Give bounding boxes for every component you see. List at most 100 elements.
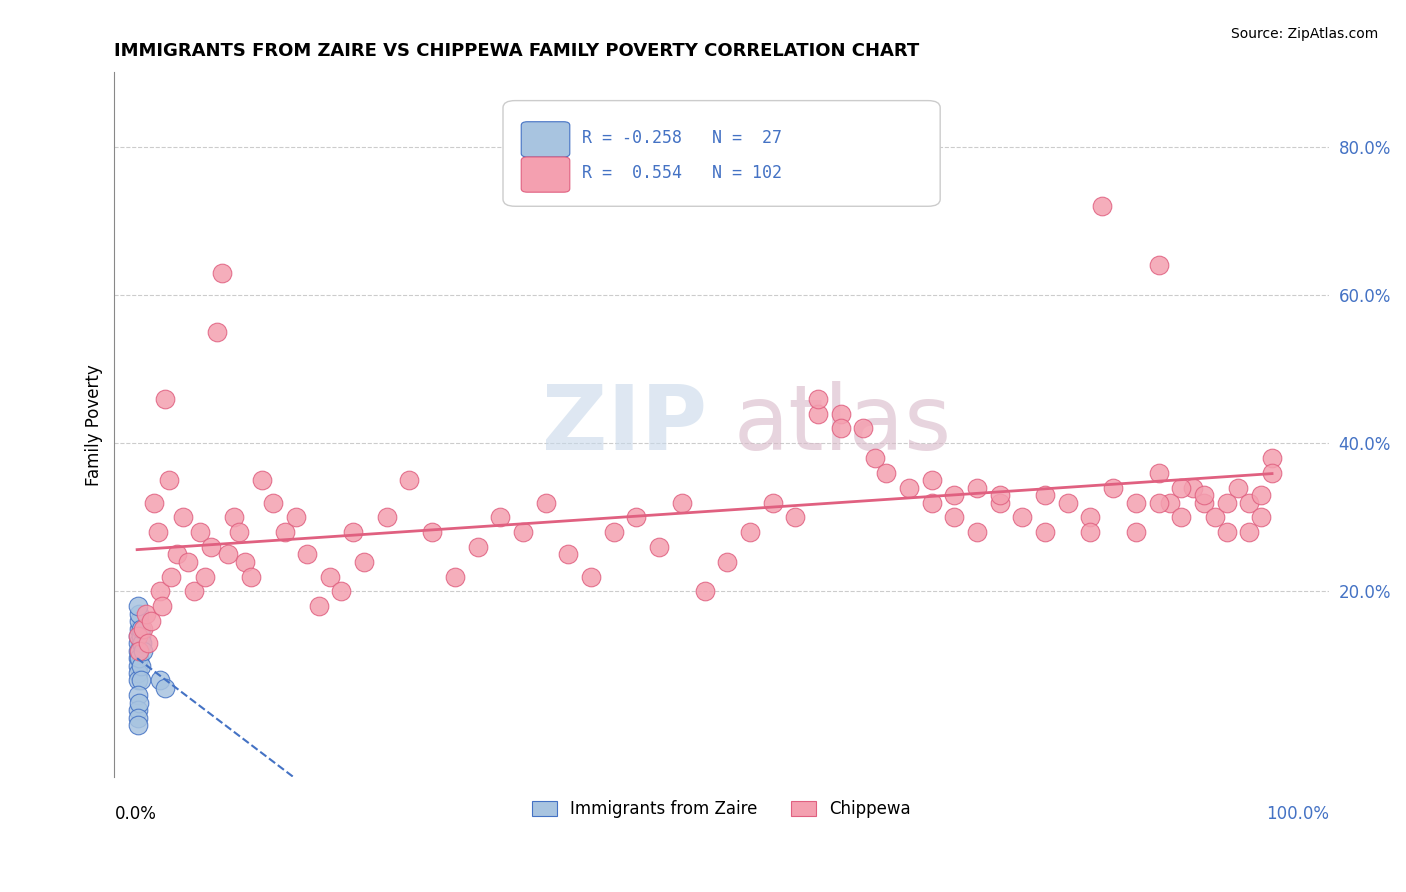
Point — [128, 696, 150, 710]
Point — [1147, 495, 1170, 509]
Point — [160, 569, 183, 583]
Point — [138, 636, 160, 650]
Point — [211, 266, 233, 280]
Point — [1091, 199, 1114, 213]
Point — [1102, 481, 1125, 495]
Point — [149, 673, 172, 688]
Point — [785, 510, 807, 524]
Point — [467, 540, 489, 554]
FancyBboxPatch shape — [503, 101, 941, 206]
Point — [233, 555, 256, 569]
Point — [127, 658, 149, 673]
Point — [988, 488, 1011, 502]
Point — [1192, 488, 1215, 502]
Point — [1181, 481, 1204, 495]
Point — [512, 525, 534, 540]
Point — [1033, 488, 1056, 502]
Point — [1204, 510, 1226, 524]
Point — [966, 525, 988, 540]
Point — [131, 636, 153, 650]
Point — [943, 488, 966, 502]
Point — [1239, 495, 1261, 509]
Point — [1261, 450, 1284, 465]
Point — [128, 644, 150, 658]
Point — [157, 473, 180, 487]
Point — [319, 569, 342, 583]
Text: Source: ZipAtlas.com: Source: ZipAtlas.com — [1230, 27, 1378, 41]
Point — [172, 510, 194, 524]
Point — [444, 569, 467, 583]
Point — [129, 629, 152, 643]
Point — [262, 495, 284, 509]
Point — [852, 421, 875, 435]
Point — [127, 718, 149, 732]
Text: R =  0.554   N = 102: R = 0.554 N = 102 — [582, 164, 782, 182]
Text: 100.0%: 100.0% — [1265, 805, 1329, 823]
Point — [128, 622, 150, 636]
Point — [194, 569, 217, 583]
Point — [177, 555, 200, 569]
Point — [342, 525, 364, 540]
Point — [921, 473, 943, 487]
Point — [921, 495, 943, 509]
Point — [830, 407, 852, 421]
Point — [1250, 510, 1272, 524]
Point — [228, 525, 250, 540]
Point — [863, 450, 886, 465]
Point — [1080, 510, 1102, 524]
Point — [966, 481, 988, 495]
Point — [149, 584, 172, 599]
Point — [716, 555, 738, 569]
Point — [579, 569, 602, 583]
Point — [132, 622, 155, 636]
Point — [139, 614, 162, 628]
Point — [648, 540, 671, 554]
Point — [239, 569, 262, 583]
Point — [1159, 495, 1181, 509]
Text: R = -0.258   N =  27: R = -0.258 N = 27 — [582, 129, 782, 147]
Point — [1080, 525, 1102, 540]
FancyBboxPatch shape — [522, 121, 569, 157]
Point — [150, 599, 173, 614]
Point — [693, 584, 716, 599]
Point — [420, 525, 443, 540]
Point — [129, 636, 152, 650]
Point — [375, 510, 398, 524]
Point — [1125, 525, 1147, 540]
Point — [127, 629, 149, 643]
Point — [127, 599, 149, 614]
Point — [297, 548, 319, 562]
Text: 0.0%: 0.0% — [114, 805, 156, 823]
Point — [1215, 525, 1237, 540]
Point — [129, 658, 152, 673]
Point — [128, 614, 150, 628]
Point — [166, 548, 188, 562]
Point — [127, 629, 149, 643]
Point — [1056, 495, 1078, 509]
Y-axis label: Family Poverty: Family Poverty — [86, 364, 103, 485]
Point — [1170, 481, 1192, 495]
Point — [127, 688, 149, 702]
Point — [155, 392, 177, 406]
Point — [127, 636, 149, 650]
Point — [1011, 510, 1033, 524]
Point — [205, 325, 228, 339]
Point — [988, 495, 1011, 509]
Point — [398, 473, 420, 487]
Point — [146, 525, 169, 540]
Point — [135, 607, 157, 621]
Point — [626, 510, 648, 524]
Point — [183, 584, 205, 599]
Point — [1250, 488, 1272, 502]
Point — [1215, 495, 1237, 509]
Point — [762, 495, 785, 509]
Point — [489, 510, 512, 524]
Point — [738, 525, 761, 540]
Text: ZIP: ZIP — [541, 381, 707, 468]
Point — [127, 703, 149, 717]
Point — [1125, 495, 1147, 509]
Point — [127, 651, 149, 665]
Point — [127, 666, 149, 681]
Point — [830, 421, 852, 435]
Point — [127, 644, 149, 658]
